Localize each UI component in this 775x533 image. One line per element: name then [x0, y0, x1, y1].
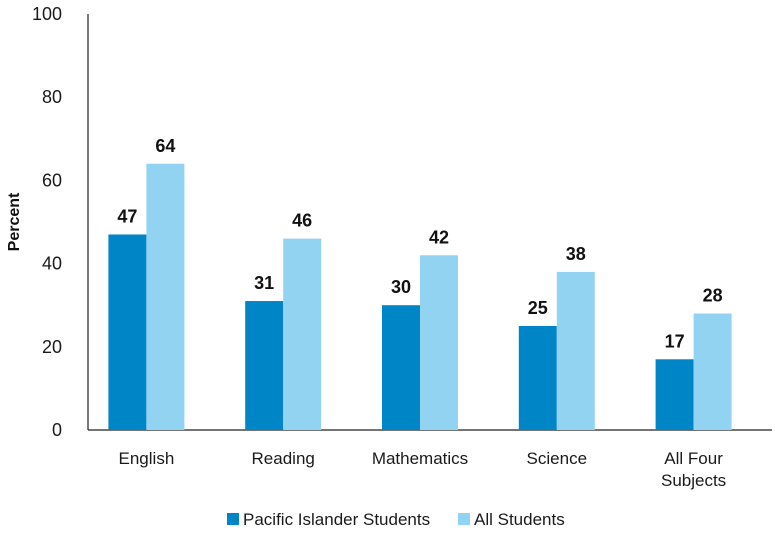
bar-all-students — [283, 238, 322, 430]
data-label: 38 — [566, 244, 586, 264]
bar-all-students — [556, 271, 595, 430]
data-label: 64 — [155, 136, 175, 156]
legend-swatch — [227, 513, 239, 525]
y-tick-label: 100 — [32, 4, 62, 24]
data-label: 42 — [429, 227, 449, 247]
bar-pacific-islander — [108, 234, 147, 430]
x-tick-label: Reading — [252, 449, 315, 468]
legend-label: Pacific Islander Students — [243, 510, 430, 529]
legend: Pacific Islander Students All Students — [227, 510, 565, 529]
y-tick-label: 60 — [42, 170, 62, 190]
x-tick-label: Subjects — [661, 471, 726, 490]
bar-pacific-islander — [518, 326, 557, 430]
bar-pacific-islander — [382, 305, 420, 430]
bar-all-students — [693, 313, 732, 430]
bar-all-students — [420, 255, 458, 430]
bar-pacific-islander — [245, 301, 284, 430]
y-tick-label: 40 — [42, 254, 62, 274]
y-axis-label: Percent — [6, 192, 23, 251]
data-label: 46 — [292, 211, 312, 231]
data-label: 28 — [703, 286, 723, 306]
data-label: 25 — [528, 298, 548, 318]
x-tick-label: Mathematics — [372, 449, 468, 468]
bars: 47 64 31 46 30 42 25 38 17 28 — [108, 136, 732, 430]
x-tick-label: English — [119, 449, 175, 468]
x-tick-label: All Four — [664, 449, 723, 468]
y-tick-label: 20 — [42, 337, 62, 357]
x-tick-label: Science — [527, 449, 587, 468]
data-label: 17 — [665, 331, 685, 351]
y-axis-ticks: 0 20 40 60 80 100 — [32, 4, 62, 440]
y-tick-label: 80 — [42, 87, 62, 107]
y-tick-label: 0 — [52, 420, 62, 440]
legend-label: All Students — [474, 510, 565, 529]
data-label: 30 — [391, 277, 411, 297]
bar-all-students — [146, 163, 185, 430]
data-label: 31 — [254, 273, 274, 293]
bar-pacific-islander — [655, 359, 694, 430]
legend-swatch — [458, 513, 470, 525]
data-label: 47 — [117, 206, 137, 226]
category-labels: English Reading Mathematics Science All Four… — [119, 449, 727, 490]
